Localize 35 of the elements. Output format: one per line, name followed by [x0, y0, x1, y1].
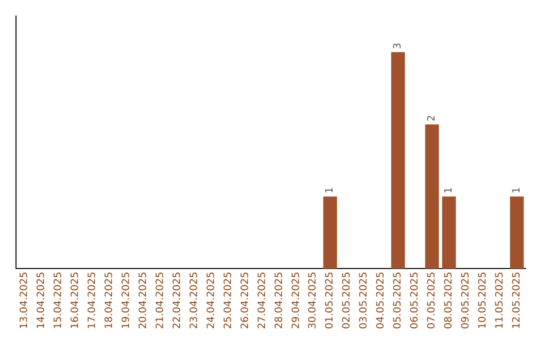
x-tick-label: 19.04.2025	[120, 272, 132, 330]
x-tick-label: 13.04.2025	[19, 272, 30, 330]
x-tick-label: 02.05.2025	[342, 272, 353, 330]
data-label: 3	[392, 42, 404, 50]
x-tick-label: 10.05.2025	[478, 272, 489, 330]
x-tick-label: 17.04.2025	[87, 272, 98, 330]
x-tick-label: 29.04.2025	[290, 272, 302, 330]
x-tick-label: 09.05.2025	[460, 272, 472, 330]
data-label: 2	[426, 114, 438, 122]
data-label: 1	[511, 187, 522, 194]
x-tick-label: 27.04.2025	[256, 272, 268, 330]
x-tick-label: 20.04.2025	[138, 272, 149, 330]
x-tick-label: 04.05.2025	[376, 272, 387, 330]
x-tick-label: 12.05.2025	[511, 272, 522, 330]
x-tick-label: 26.04.2025	[240, 272, 251, 330]
x-tick-label: 28.04.2025	[274, 272, 285, 330]
x-tick-label: 14.04.2025	[36, 272, 48, 330]
x-tick-label: 05.05.2025	[392, 272, 404, 330]
x-tick-label: 07.05.2025	[426, 272, 438, 330]
x-tick-label: 30.04.2025	[308, 272, 319, 330]
x-tick-label: 01.05.2025	[324, 272, 336, 330]
x-tick-label: 23.04.2025	[188, 272, 200, 330]
x-tick-label: 16.04.2025	[70, 272, 82, 330]
x-tick-label: 22.04.2025	[172, 272, 183, 330]
x-tick-label: 15.04.2025	[53, 272, 64, 330]
x-tick-label: 08.05.2025	[444, 272, 455, 330]
x-tick-label: 24.04.2025	[206, 272, 217, 330]
x-tick-label: 03.05.2025	[358, 272, 370, 330]
x-tick-label: 18.04.2025	[104, 272, 115, 330]
x-tick-label: 21.04.2025	[154, 272, 166, 330]
data-label: 1	[324, 187, 336, 194]
x-tick-label: 06.05.2025	[410, 272, 421, 330]
x-tick-label: 25.04.2025	[222, 272, 234, 330]
x-tick-label: 11.05.2025	[494, 272, 506, 330]
data-label: 1	[444, 187, 455, 194]
